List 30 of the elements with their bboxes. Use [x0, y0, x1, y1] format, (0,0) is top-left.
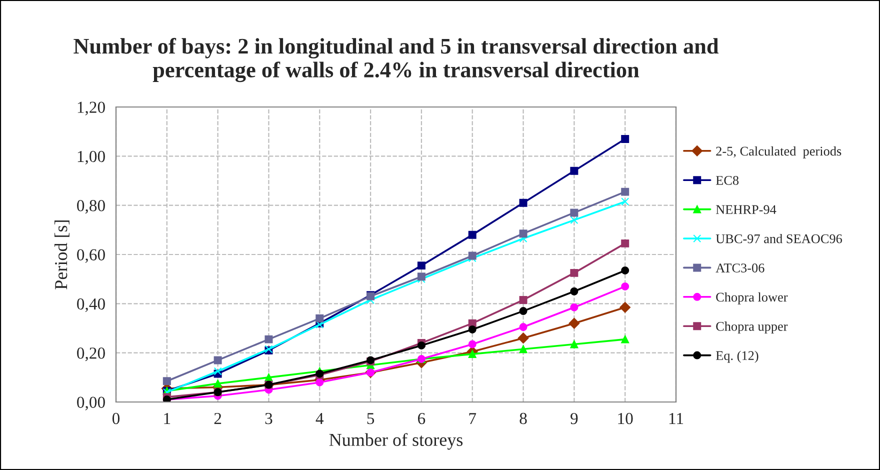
y-tick-label: 0,80	[77, 200, 105, 214]
x-tick-label: 5	[367, 413, 374, 424]
legend-label: UBC-97 and SEAOC96	[716, 234, 842, 244]
y-tick-label: 0,40	[77, 298, 105, 312]
x-tick-label: 11	[669, 412, 684, 424]
x-tick-label: 8	[520, 412, 527, 424]
y-tick-label: 1,00	[78, 150, 105, 165]
x-tick-label: 4	[316, 413, 324, 424]
x-tick-label: 3	[265, 412, 272, 424]
x-tick-label: 2	[214, 412, 222, 424]
x-tick-label: 0	[112, 412, 120, 424]
legend-label: NEHRP-94	[716, 205, 776, 214]
x-tick-label: 7	[469, 413, 476, 424]
x-tick-label: 6	[418, 412, 426, 424]
x-axis-title: Number of storeys	[329, 433, 463, 450]
x-tick-label: 9	[570, 412, 578, 424]
legend-label: Chopra lower	[716, 292, 788, 304]
legend-label: EC8	[716, 176, 739, 185]
y-tick-label: 1,20	[78, 102, 105, 116]
chart-title: Number of bays: 2 in longitudinal and 5 in transversal direction and percentage of walls of 2.4% in transversal direction	[74, 38, 719, 82]
y-axis-title: Period [s]	[54, 220, 70, 290]
y-tick-label: 0,00	[77, 396, 105, 410]
legend-label: Eq. (12)	[716, 350, 758, 363]
x-tick-label: 10	[618, 412, 633, 424]
legend-label: ATC3-06	[716, 264, 764, 272]
legend-label: Chopra upper	[716, 322, 788, 334]
y-tick-label: 0,20	[77, 348, 105, 362]
y-tick-label: 0,60	[77, 249, 105, 263]
legend-label: 2-5, Calculated periods	[716, 146, 842, 158]
x-tick-label: 1	[164, 412, 170, 424]
